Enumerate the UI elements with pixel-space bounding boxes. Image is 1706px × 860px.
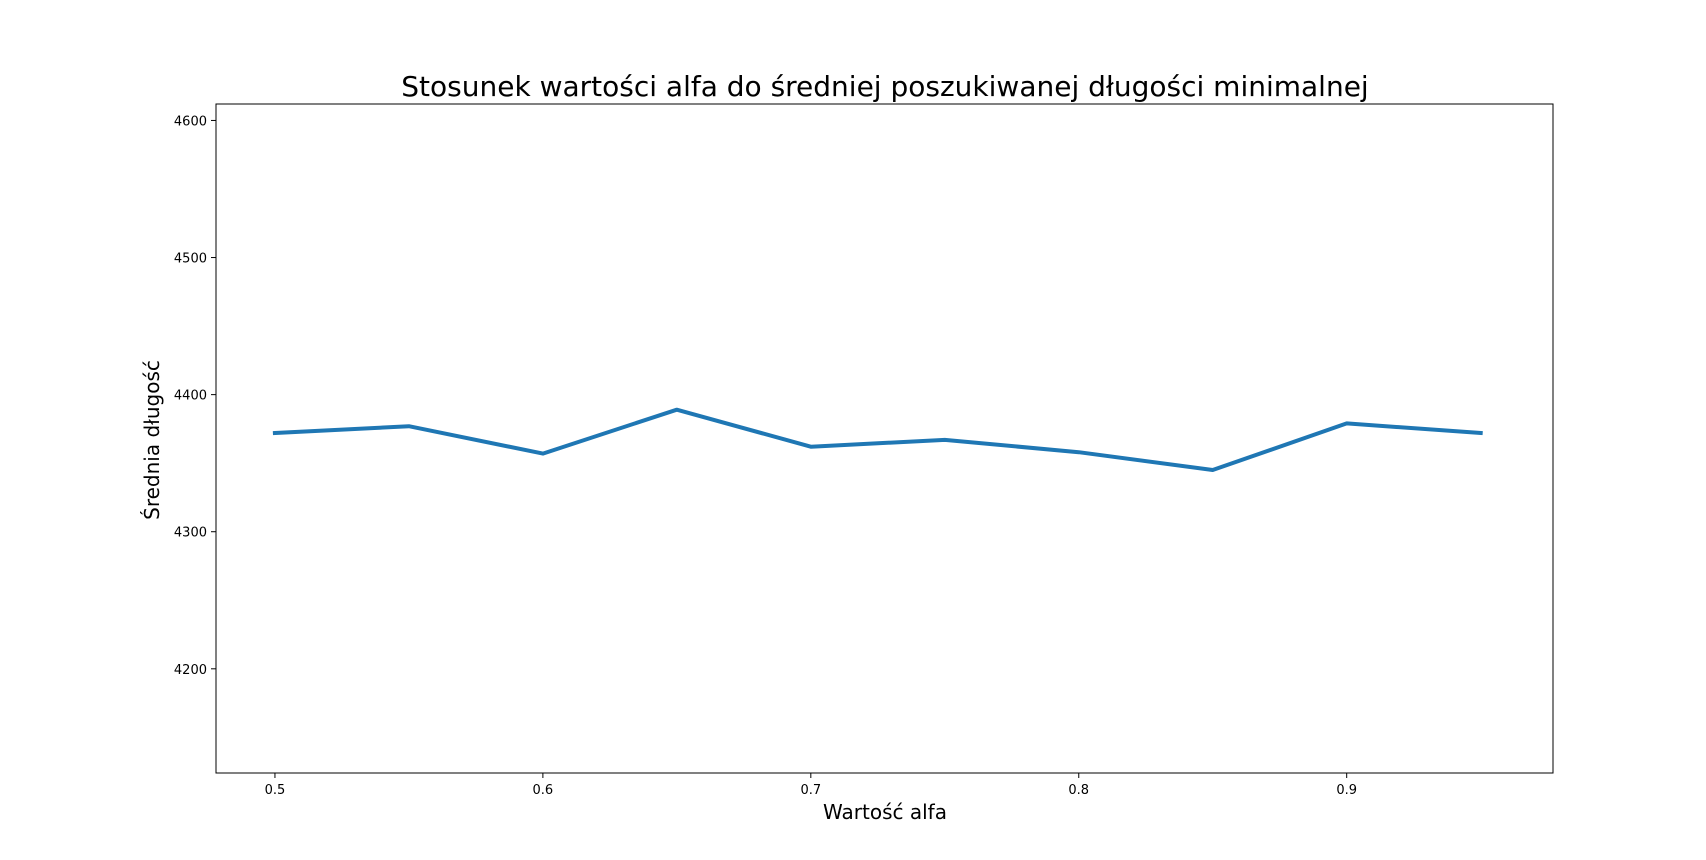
plot-frame xyxy=(215,103,1554,774)
x-tick-label: 0.8 xyxy=(1068,783,1089,798)
y-tick-label: 4600 xyxy=(174,114,207,129)
x-tick-label: 0.6 xyxy=(533,783,554,798)
plot-area: 4200 4300 4400 4500 4600 0.5 0.6 0.7 0.8 0.9 xyxy=(174,103,1554,798)
y-tick-label: 4200 xyxy=(174,663,207,678)
x-axis-title: Wartość alfa xyxy=(823,800,947,824)
x-tick-label: 0.9 xyxy=(1336,783,1357,798)
x-tick-label: 0.7 xyxy=(800,783,821,798)
y-tick-label: 4500 xyxy=(174,252,207,267)
chart-title: Stosunek wartości alfa do średniej poszu… xyxy=(401,70,1368,103)
y-tick-label: 4400 xyxy=(174,389,207,404)
series-line xyxy=(272,407,1483,472)
x-tick-label: 0.5 xyxy=(265,783,286,798)
y-axis-title: Średnia długość xyxy=(140,360,164,520)
y-tick-label: 4300 xyxy=(174,526,207,541)
